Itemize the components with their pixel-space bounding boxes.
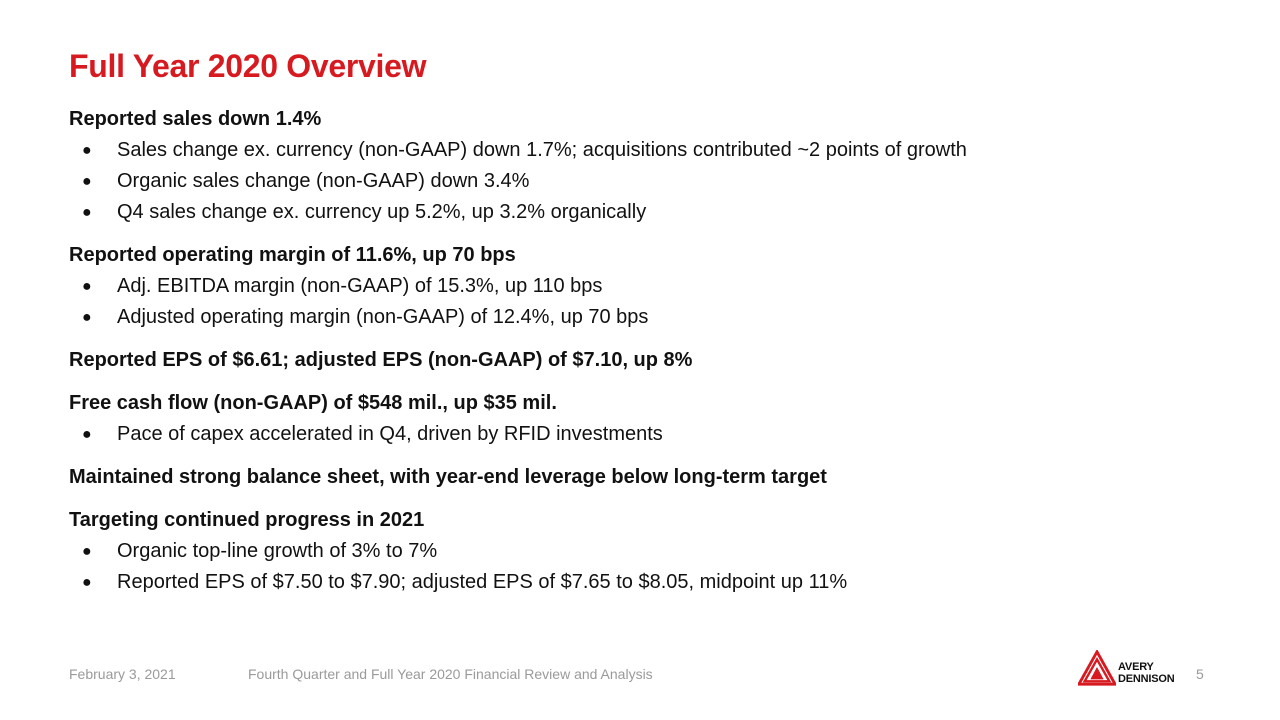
page-number: 5	[1196, 666, 1204, 682]
bullet-text: Adj. EBITDA margin (non-GAAP) of 15.3%, …	[117, 275, 603, 297]
section: Reported EPS of $6.61; adjusted EPS (non…	[69, 345, 1169, 376]
bullet-item: ● Organic sales change (non-GAAP) down 3.…	[69, 166, 1169, 197]
section-heading: Reported EPS of $6.61; adjusted EPS (non…	[69, 349, 693, 371]
slide-title: Full Year 2020 Overview	[69, 48, 427, 84]
bullet-text: Organic top-line growth of 3% to 7%	[117, 540, 438, 562]
bullet-dot-icon: ●	[82, 426, 92, 443]
bullet-dot-icon: ●	[82, 142, 92, 159]
bullet-item: ● Pace of capex accelerated in Q4, driven…	[69, 419, 1169, 450]
bullet-list: ● Sales change ex. currency (non-GAAP) do…	[69, 135, 1169, 228]
footer-date: February 3, 2021	[69, 666, 176, 682]
avery-dennison-logo-mark-icon	[1078, 650, 1116, 686]
bullet-dot-icon: ●	[82, 309, 92, 326]
bullet-item: ● Adj. EBITDA margin (non-GAAP) of 15.3%,…	[69, 271, 1169, 302]
section: Targeting continued progress in 2021 ● Org…	[69, 505, 1169, 598]
bullet-item: ● Organic top-line growth of 3% to 7%	[69, 536, 1169, 567]
section: Maintained strong balance sheet, with ye…	[69, 462, 1169, 493]
section: Reported sales down 1.4% ● Sales change ex…	[69, 104, 1169, 228]
bullet-dot-icon: ●	[82, 173, 92, 190]
bullet-dot-icon: ●	[82, 204, 92, 221]
section-heading: Targeting continued progress in 2021	[69, 509, 425, 531]
section: Reported operating margin of 11.6%, up 7…	[69, 240, 1169, 333]
section: Free cash flow (non-GAAP) of $548 mil., …	[69, 388, 1169, 450]
logo-text-line1: AVERY	[1118, 661, 1154, 673]
bullet-text: Sales change ex. currency (non-GAAP) dow…	[117, 139, 967, 161]
bullet-list: ● Organic top-line growth of 3% to 7% ● Rep…	[69, 536, 1169, 598]
bullet-item: ● Reported EPS of $7.50 to $7.90; adjuste…	[69, 567, 1169, 598]
bullet-text: Organic sales change (non-GAAP) down 3.4…	[117, 170, 530, 192]
bullet-item: ● Adjusted operating margin (non-GAAP) of…	[69, 302, 1169, 333]
bullet-dot-icon: ●	[82, 543, 92, 560]
bullet-text: Reported EPS of $7.50 to $7.90; adjusted…	[117, 571, 848, 593]
bullet-list: ● Pace of capex accelerated in Q4, driven…	[69, 419, 1169, 450]
footer-document-title: Fourth Quarter and Full Year 2020 Financ…	[248, 666, 653, 682]
section-heading: Reported operating margin of 11.6%, up 7…	[69, 244, 516, 266]
bullet-item: ● Q4 sales change ex. currency up 5.2%, u…	[69, 197, 1169, 228]
section-heading: Reported sales down 1.4%	[69, 108, 322, 130]
section-heading: Maintained strong balance sheet, with ye…	[69, 466, 827, 488]
bullet-dot-icon: ●	[82, 278, 92, 295]
slide-body: Reported sales down 1.4% ● Sales change ex…	[69, 104, 1169, 610]
section-heading: Free cash flow (non-GAAP) of $548 mil., …	[69, 392, 557, 414]
bullet-list: ● Adj. EBITDA margin (non-GAAP) of 15.3%,…	[69, 271, 1169, 333]
bullet-text: Adjusted operating margin (non-GAAP) of …	[117, 306, 649, 328]
bullet-dot-icon: ●	[82, 574, 92, 591]
logo-text-line2: DENNISON	[1118, 673, 1175, 685]
company-logo: AVERY DENNISON	[1078, 650, 1184, 688]
bullet-text: Pace of capex accelerated in Q4, driven …	[117, 423, 663, 445]
bullet-item: ● Sales change ex. currency (non-GAAP) do…	[69, 135, 1169, 166]
bullet-text: Q4 sales change ex. currency up 5.2%, up…	[117, 201, 647, 223]
